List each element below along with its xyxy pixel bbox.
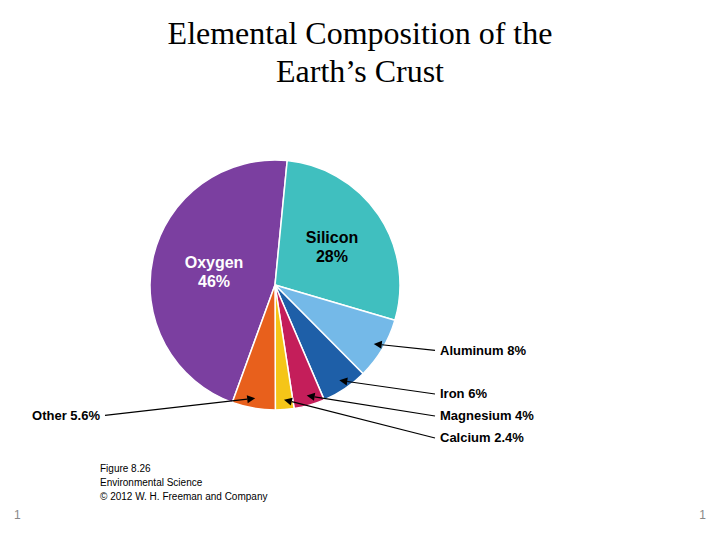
svg-text:Magnesium 4%: Magnesium 4% [440, 408, 534, 423]
html-text:1: 1 [14, 508, 21, 522]
svg-text:Oxygen46%: Oxygen46% [185, 253, 244, 289]
html-text:Figure 8.26 Environmental Scie: Figure 8.26 Environmental Science © 2012… [100, 463, 268, 502]
html-text:1: 1 [699, 508, 706, 522]
svg-text:Other 5.6%: Other 5.6% [32, 408, 100, 423]
svg-text:Aluminum 8%: Aluminum 8% [440, 343, 526, 358]
svg-text:Calcium 2.4%: Calcium 2.4% [440, 430, 524, 445]
svg-text:Iron 6%: Iron 6% [440, 386, 487, 401]
html-text:Elemental Composition of the E: Elemental Composition of the Earth’s Cru… [167, 15, 553, 90]
svg-text:Silicon28%: Silicon28% [306, 229, 358, 265]
